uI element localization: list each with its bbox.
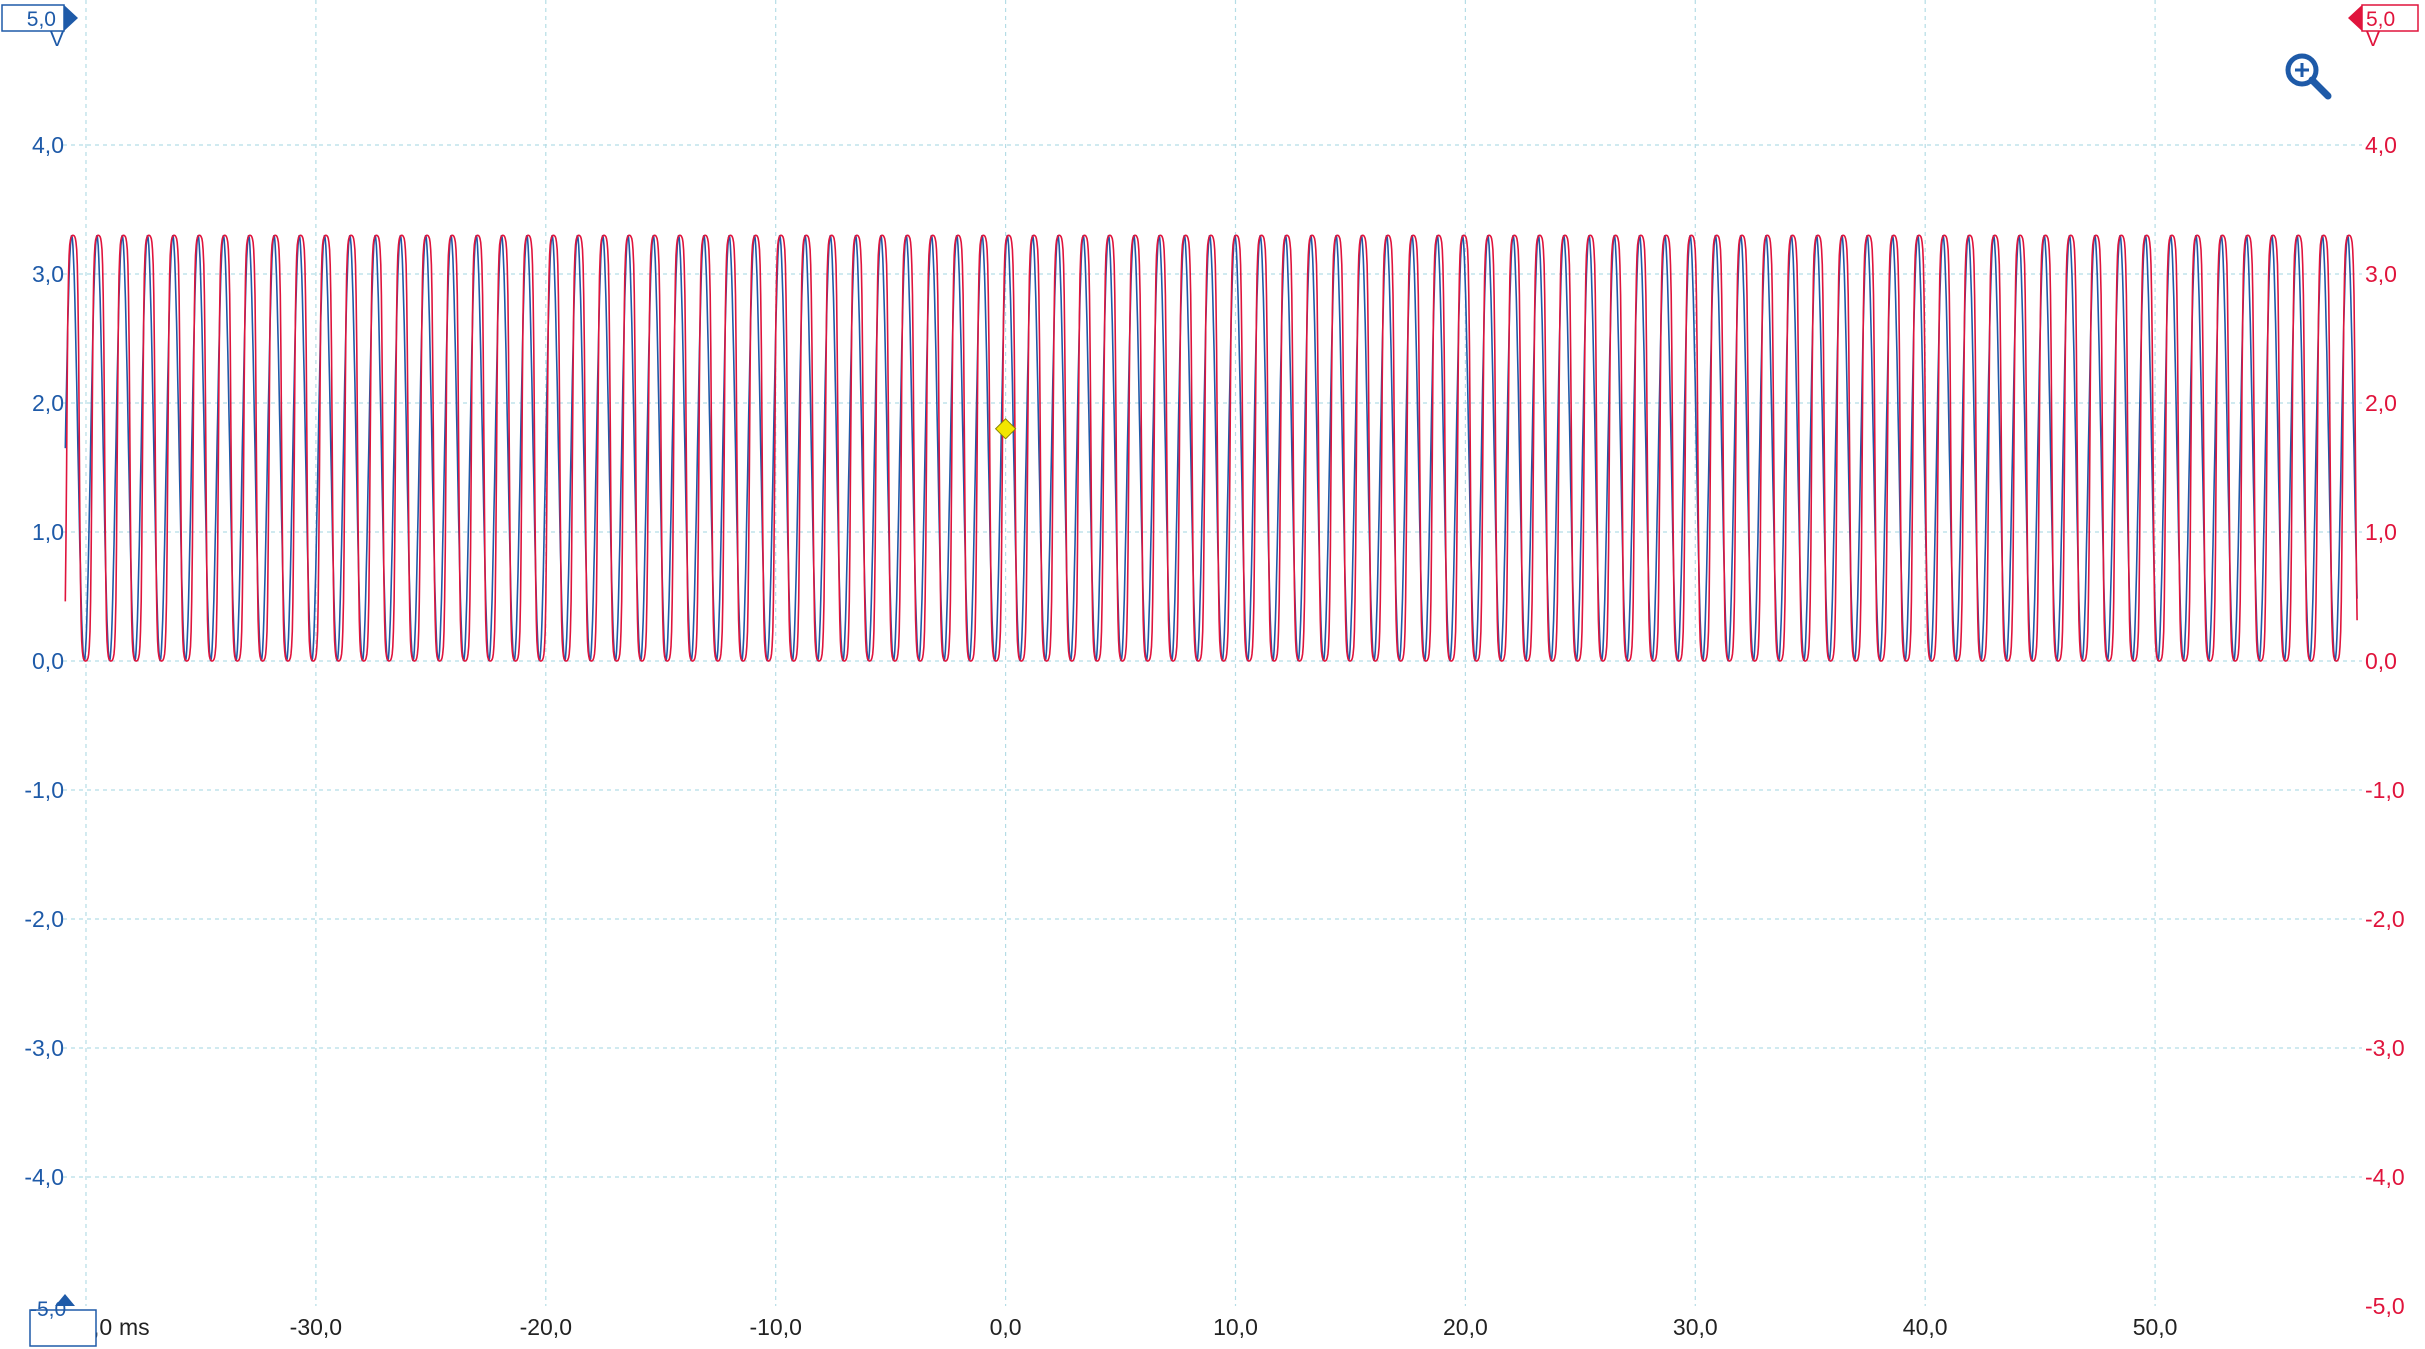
left-y-tick-label: -4,0 (24, 1164, 64, 1190)
x-tick-label: -20,0 (520, 1314, 572, 1340)
left-y-tick-label: -1,0 (24, 777, 64, 803)
trace-channel-b (64, 234, 2358, 662)
left-y-tick-label: 3,0 (32, 261, 64, 287)
x-tick-label: 0,0 (990, 1314, 1022, 1340)
x-tick-label: 20,0 (1443, 1314, 1488, 1340)
channel-b-unit: V (2366, 28, 2380, 51)
left-y-tick-label: 2,0 (32, 390, 64, 416)
channel-a-bottom-value: -5,0 (30, 1298, 66, 1321)
left-y-tick-label: -3,0 (24, 1035, 64, 1061)
channel-a-bottom-marker[interactable]: -5,0 (29, 1294, 97, 1347)
right-y-tick-label: 1,0 (2365, 519, 2397, 545)
channel-b-scale-marker[interactable]: 5,0 V (2348, 4, 2419, 51)
left-axis-labels: 4,0 3,0 2,0 1,0 0,0 -1,0 -2,0 -3,0 -4,0 (24, 132, 64, 1190)
right-y-tick-label: 0,0 (2365, 648, 2397, 674)
channel-b-top-value: 5,0 (2366, 8, 2395, 31)
left-y-tick-label: 0,0 (32, 648, 64, 674)
x-unit-label: ms (119, 1314, 150, 1340)
channel-b-bottom-value: -5,0 (2365, 1293, 2405, 1319)
time-axis-labels: -40,0-30,0-20,0-10,00,010,020,030,040,05… (60, 1314, 2178, 1340)
right-y-tick-label: 2,0 (2365, 390, 2397, 416)
x-tick-label: -10,0 (749, 1314, 801, 1340)
traces (64, 234, 2358, 662)
x-tick-label: 30,0 (1673, 1314, 1718, 1340)
x-tick-label: -30,0 (290, 1314, 342, 1340)
right-y-tick-label: -3,0 (2365, 1035, 2405, 1061)
x-tick-label: 10,0 (1213, 1314, 1258, 1340)
x-tick-label: 40,0 (1903, 1314, 1948, 1340)
left-y-tick-label: -2,0 (24, 906, 64, 932)
left-y-tick-label: 1,0 (32, 519, 64, 545)
right-y-tick-label: -2,0 (2365, 906, 2405, 932)
right-y-tick-label: -1,0 (2365, 777, 2405, 803)
right-y-tick-label: -4,0 (2365, 1164, 2405, 1190)
right-axis-labels: 4,0 3,0 2,0 1,0 0,0 -1,0 -2,0 -3,0 -4,0 (2365, 132, 2405, 1190)
left-y-tick-label: 4,0 (32, 132, 64, 158)
channel-a-unit: V (50, 28, 64, 51)
channel-a-top-value: 5,0 (27, 8, 56, 31)
trigger-marker[interactable] (994, 418, 1017, 440)
right-y-tick-label: 3,0 (2365, 261, 2397, 287)
right-y-tick-label: 4,0 (2365, 132, 2397, 158)
grid-lines (63, 0, 2362, 1306)
zoom-in-icon[interactable] (2285, 53, 2332, 100)
channel-a-scale-marker[interactable]: 5,0 V (1, 4, 78, 51)
x-tick-label: 50,0 (2133, 1314, 2178, 1340)
